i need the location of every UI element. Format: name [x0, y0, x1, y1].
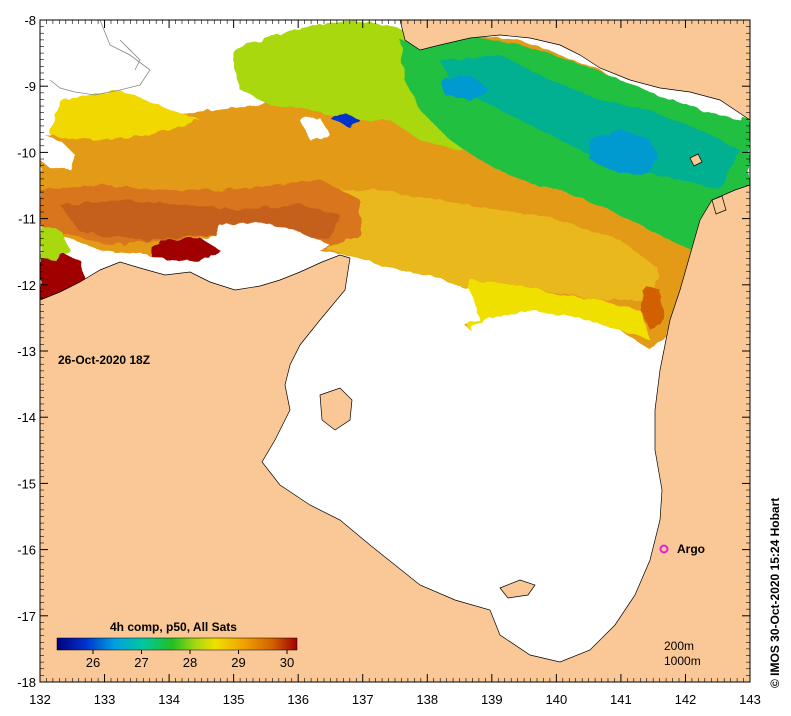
colorbar-ramp — [56, 637, 298, 651]
y-tick-label: -12 — [17, 278, 36, 293]
x-tick-label: 135 — [223, 692, 245, 707]
colorbar: 4h comp, p50, All Sats 26 27 28 29 30 — [56, 620, 298, 670]
x-tick-label: 142 — [675, 692, 697, 707]
y-tick-label: -18 — [17, 675, 36, 690]
colorbar-title: 4h comp, p50, All Sats — [110, 620, 237, 634]
credit-text: © IMOS 30-Oct-2020 15:24 Hobart — [768, 498, 782, 688]
land-northern-territory — [40, 184, 750, 682]
y-tick-label: -17 — [17, 609, 36, 624]
y-tick-label: -13 — [17, 344, 36, 359]
land-island-2 — [711, 195, 727, 215]
y-tick-label: -10 — [17, 145, 36, 160]
isobath-200m: 200m — [664, 639, 694, 653]
argo-label: Argo — [677, 542, 705, 556]
x-tick-label: 139 — [481, 692, 503, 707]
argo-marker[interactable]: Argo — [659, 542, 706, 556]
land-island-1 — [689, 153, 703, 167]
x-tick-label: 143 — [739, 692, 761, 707]
land-groote-eylandt — [319, 387, 353, 431]
colorbar-tick-label: 30 — [280, 655, 294, 670]
y-tick-label: -9 — [24, 79, 36, 94]
x-tick-label: 141 — [610, 692, 632, 707]
x-axis: 132 133 134 135 136 137 138 139 140 141 142 143 — [29, 20, 761, 707]
colorbar-tick-label: 26 — [86, 655, 100, 670]
x-tick-label: 140 — [546, 692, 568, 707]
x-tick-label: 132 — [29, 692, 51, 707]
x-tick-label: 133 — [94, 692, 116, 707]
y-tick-label: -8 — [24, 13, 36, 28]
colorbar-tick-label: 27 — [134, 655, 148, 670]
date-label: 26-Oct-2020 18Z — [58, 353, 150, 367]
sst-field — [40, 20, 750, 350]
y-tick-label: -11 — [18, 212, 36, 227]
isobath-legend: 200m 1000m — [664, 639, 701, 668]
y-axis: -8 -9 -10 -11 -12 -13 -14 -15 -16 -17 -18 — [17, 13, 750, 690]
colorbar-tick-label: 29 — [231, 655, 245, 670]
colorbar-tick-label: 28 — [183, 655, 197, 670]
x-tick-label: 137 — [352, 692, 374, 707]
colorbar-ticks: 26 27 28 29 30 — [86, 650, 294, 670]
x-tick-label: 134 — [158, 692, 180, 707]
isobath-1000m: 1000m — [664, 654, 701, 668]
y-tick-label: -16 — [17, 543, 36, 558]
x-tick-label: 138 — [416, 692, 438, 707]
y-tick-label: -14 — [17, 410, 36, 425]
x-tick-label: 136 — [287, 692, 309, 707]
coastline-melville — [49, 20, 151, 96]
land-mornington-island — [499, 579, 536, 599]
land-new-guinea — [399, 20, 750, 121]
argo-icon — [659, 544, 669, 554]
y-tick-label: -15 — [17, 476, 36, 491]
land — [40, 20, 750, 682]
